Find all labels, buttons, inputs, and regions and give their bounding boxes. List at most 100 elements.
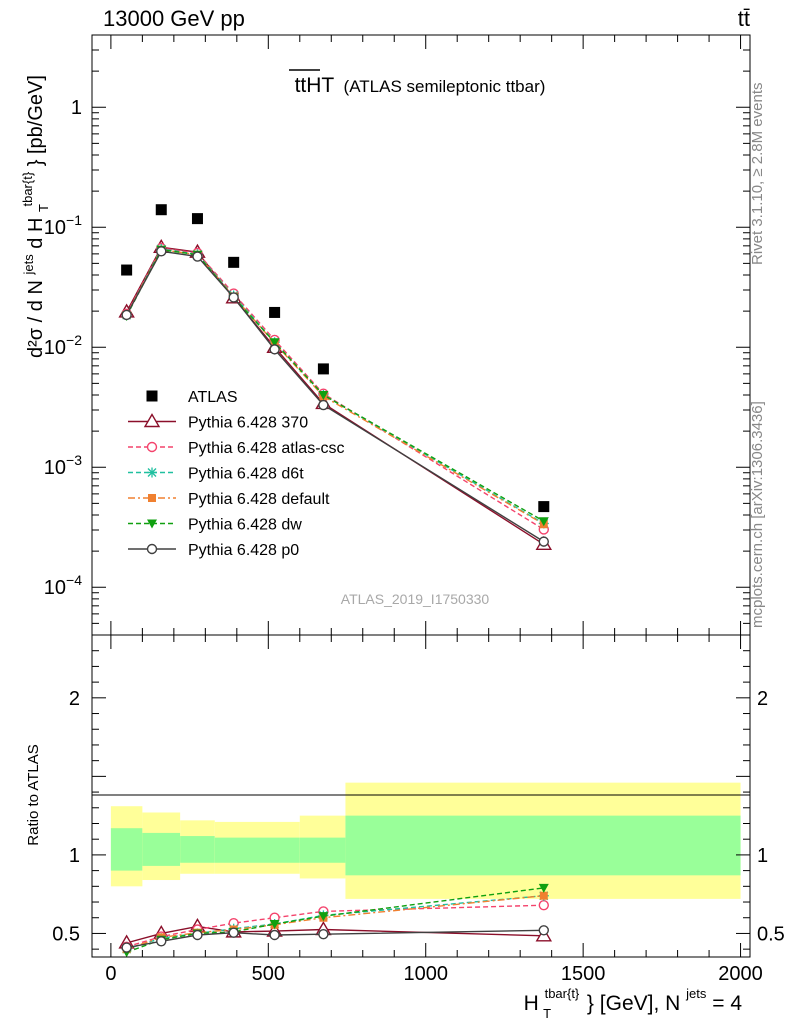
data-point (318, 391, 329, 400)
data-point (228, 292, 239, 303)
x-tick-label: 500 (252, 963, 285, 985)
data-point (269, 344, 280, 355)
inner-uncertainty-band (299, 837, 346, 863)
legend: ATLAS Pythia 6.428 370 Pythia 6.428 atlas-… (128, 389, 345, 559)
ratio-ylabel: Ratio to ATLAS (25, 744, 42, 845)
data-point (538, 925, 549, 936)
legend-entry: Pythia 6.428 default (128, 491, 330, 508)
legend-entry: Pythia 6.428 d6t (128, 466, 304, 483)
data-point (318, 912, 329, 922)
y-tick-label: 10−1 (44, 212, 82, 239)
xlabel-base: H (524, 992, 539, 1015)
ratio-y-tick-label-right: 1 (757, 845, 768, 867)
xlabel-end: = 4 (712, 992, 742, 1015)
main-ylabel: d²σ / d N jets d H T tbar{t} } [pb/GeV] (15, 75, 53, 358)
x-tick-label: 1000 (403, 963, 448, 985)
xlabel-tail: } [GeV], N (587, 992, 680, 1015)
x-tick-label: 1500 (561, 963, 606, 985)
ratio-frame (91, 634, 751, 958)
analysis-id: ATLAS_2019_I1750330 (341, 591, 490, 607)
ratio-y-tick-label: 2 (69, 688, 80, 710)
ratio-y-tick-label: 1 (69, 845, 80, 867)
legend-label: ATLAS (188, 389, 238, 406)
series-line (126, 895, 544, 950)
process-label: tt̄ (738, 6, 750, 31)
inner-uncertainty-band (110, 828, 143, 871)
ylabel-base: d²σ / d N (25, 280, 47, 358)
y-tick-label: 1 (71, 97, 82, 119)
series-line (125, 248, 545, 525)
data-point (269, 338, 280, 348)
legend-marker (147, 519, 157, 529)
ylabel-sub2: T (36, 204, 51, 212)
data-point (192, 251, 203, 262)
legend-label: Pythia 6.428 default (188, 491, 330, 508)
data-point (156, 936, 167, 947)
data-point (156, 246, 167, 257)
legend-label: Pythia 6.428 dw (188, 517, 302, 534)
data-point (269, 929, 280, 941)
data-point (121, 309, 132, 321)
data-point (192, 929, 203, 941)
legend-marker (146, 441, 158, 453)
legend-entry: Pythia 6.428 dw (128, 517, 302, 534)
legend-entry: Pythia 6.428 p0 (128, 542, 299, 559)
legend-marker (146, 390, 158, 402)
rivet-label: Rivet 3.1.10, ≥ 2.8M events (749, 83, 766, 266)
inner-uncertainty-band (214, 837, 300, 863)
data-point (191, 213, 203, 225)
inner-uncertainty-band (345, 815, 741, 876)
data-point (538, 536, 549, 547)
x-axis-label: H tbar{t} T } [GeV], N jets = 4 (524, 980, 743, 1023)
data-point (318, 929, 329, 940)
ylabel-sup2: tbar{t} (20, 171, 35, 206)
inner-uncertainty-band (180, 836, 215, 863)
data-point (269, 306, 281, 318)
x-tick-label: 2000 (718, 963, 763, 985)
data-point (228, 256, 240, 268)
legend-label: Pythia 6.428 370 (188, 415, 308, 432)
data-point (538, 501, 550, 513)
x-tick-label: 0 (105, 963, 116, 985)
data-point (121, 942, 132, 953)
data-point (318, 399, 329, 411)
data-point (317, 363, 329, 375)
legend-label: Pythia 6.428 atlas-csc (188, 440, 345, 457)
xlabel-sup: tbar{t} (545, 986, 580, 1001)
y-tick-label: 10−2 (44, 332, 82, 359)
ratio-y-tick-label-right: 0.5 (757, 923, 785, 945)
ratio-y-tick-label: 0.5 (52, 923, 80, 945)
ratio-y-tick-label-right: 2 (757, 688, 768, 710)
plot-title-main: ttHT (295, 74, 335, 97)
main-panel: 10−4 10−3 10−2 10−1 1 ttHT (ATLAS semilepton… (15, 34, 751, 636)
energy-label: 13000 GeV pp (103, 6, 245, 31)
ylabel-mid: d H (25, 218, 47, 249)
ratio-panel: 0.5 0.5 1 1 2 2 0 500 1000 1500 2000 Ratio to ATL… (25, 634, 785, 1023)
data-point (121, 264, 133, 276)
legend-entry: Pythia 6.428 370 (128, 413, 308, 432)
series-line (126, 904, 544, 948)
data-point (538, 899, 549, 911)
legend-marker (147, 467, 157, 478)
legend-label: Pythia 6.428 d6t (188, 466, 304, 483)
y-tick-label: 10−3 (44, 452, 82, 479)
data-point (269, 920, 280, 930)
legend-marker (143, 413, 161, 428)
legend-label: Pythia 6.428 p0 (188, 542, 299, 559)
xlabel-sup2: jets (685, 986, 707, 1001)
series-line (126, 895, 544, 950)
y-tick-label: 10−4 (44, 572, 82, 599)
series-line (126, 929, 544, 949)
plot-title: ttHT (ATLAS semileptonic ttbar) (295, 74, 546, 97)
legend-entry: ATLAS (146, 389, 238, 406)
data-point (538, 517, 549, 527)
ylabel-sup1: jets (21, 254, 36, 276)
data-point (155, 204, 167, 216)
data-point (228, 927, 239, 938)
legend-marker (148, 494, 156, 502)
xlabel-sub: T (543, 1006, 551, 1021)
ylabel-tail: } [pb/GeV] (25, 75, 47, 166)
inner-uncertainty-band (142, 832, 181, 866)
legend-marker (146, 543, 158, 555)
